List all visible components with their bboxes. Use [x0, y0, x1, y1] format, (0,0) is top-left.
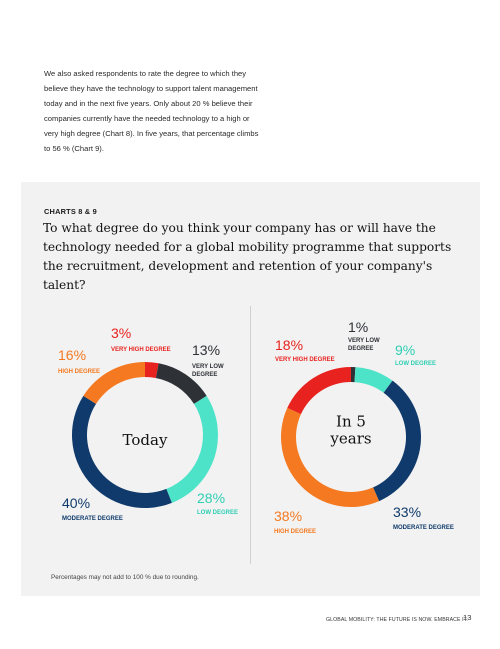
rounding-note: Percentages may not add to 100 % due to …	[51, 574, 199, 581]
section-label: CHARTS 8 & 9	[44, 207, 97, 216]
intro-paragraph: We also asked respondents to rate the de…	[44, 69, 259, 153]
slice-category-label: VERY HIGH DEGREE	[275, 357, 335, 363]
slice-category-label: VERY LOW	[348, 338, 380, 344]
donut-slice-very-high	[145, 362, 159, 379]
donut-charts: 3% VERY HIGH DEGREE 13% VERY LOW DEGREE 28% LO…	[58, 319, 454, 535]
slice-percent-label: 13%	[192, 342, 220, 358]
donut-slice-very-low	[351, 367, 356, 383]
slice-category-label: DEGREE	[348, 346, 373, 352]
donut-center-label: In 5	[336, 413, 366, 431]
charts-panel: CHARTS 8 & 9 To what degree do you think…	[21, 182, 480, 596]
slice-percent-label: 16%	[58, 347, 86, 363]
slice-percent-label: 40%	[62, 495, 90, 511]
donut-slice-low	[166, 395, 218, 503]
donut-slice-moderate	[72, 395, 172, 508]
slice-category-label: MODERATE DEGREE	[393, 525, 454, 531]
page-footer: GLOBAL MOBILITY: THE FUTURE IS NOW. EMBR…	[326, 617, 468, 623]
donut-slice-high	[281, 407, 380, 507]
donut-slice-high	[83, 362, 145, 404]
slice-percent-label: 1%	[348, 319, 368, 335]
slice-percent-label: 28%	[197, 490, 225, 506]
survey-question: To what degree do you think your company…	[43, 221, 452, 292]
slice-category-label: HIGH DEGREE	[274, 529, 316, 535]
slice-category-label: MODERATE DEGREE	[62, 516, 123, 522]
slice-category-label: LOW DEGREE	[197, 510, 238, 516]
page-number: 13	[463, 613, 472, 622]
slice-category-label: LOW DEGREE	[395, 361, 436, 367]
slice-category-label: VERY HIGH DEGREE	[111, 347, 171, 353]
slice-percent-label: 38%	[274, 508, 302, 524]
slice-category-label: DEGREE	[192, 372, 217, 378]
slice-category-label: VERY LOW	[192, 364, 224, 370]
donut-slice-very-high	[287, 367, 351, 415]
slice-category-label: HIGH DEGREE	[58, 369, 100, 375]
slice-percent-label: 18%	[275, 337, 303, 353]
chart-divider	[250, 306, 251, 564]
donut-center-label: years	[329, 430, 371, 448]
slice-percent-label: 33%	[393, 504, 421, 520]
slice-percent-label: 3%	[111, 325, 131, 341]
donut-slice-low	[354, 367, 393, 393]
donut-slice-moderate	[373, 380, 421, 502]
donut-center-label: Today	[123, 431, 168, 449]
donut-slice-very-low	[155, 363, 207, 404]
slice-percent-label: 9%	[395, 342, 415, 358]
